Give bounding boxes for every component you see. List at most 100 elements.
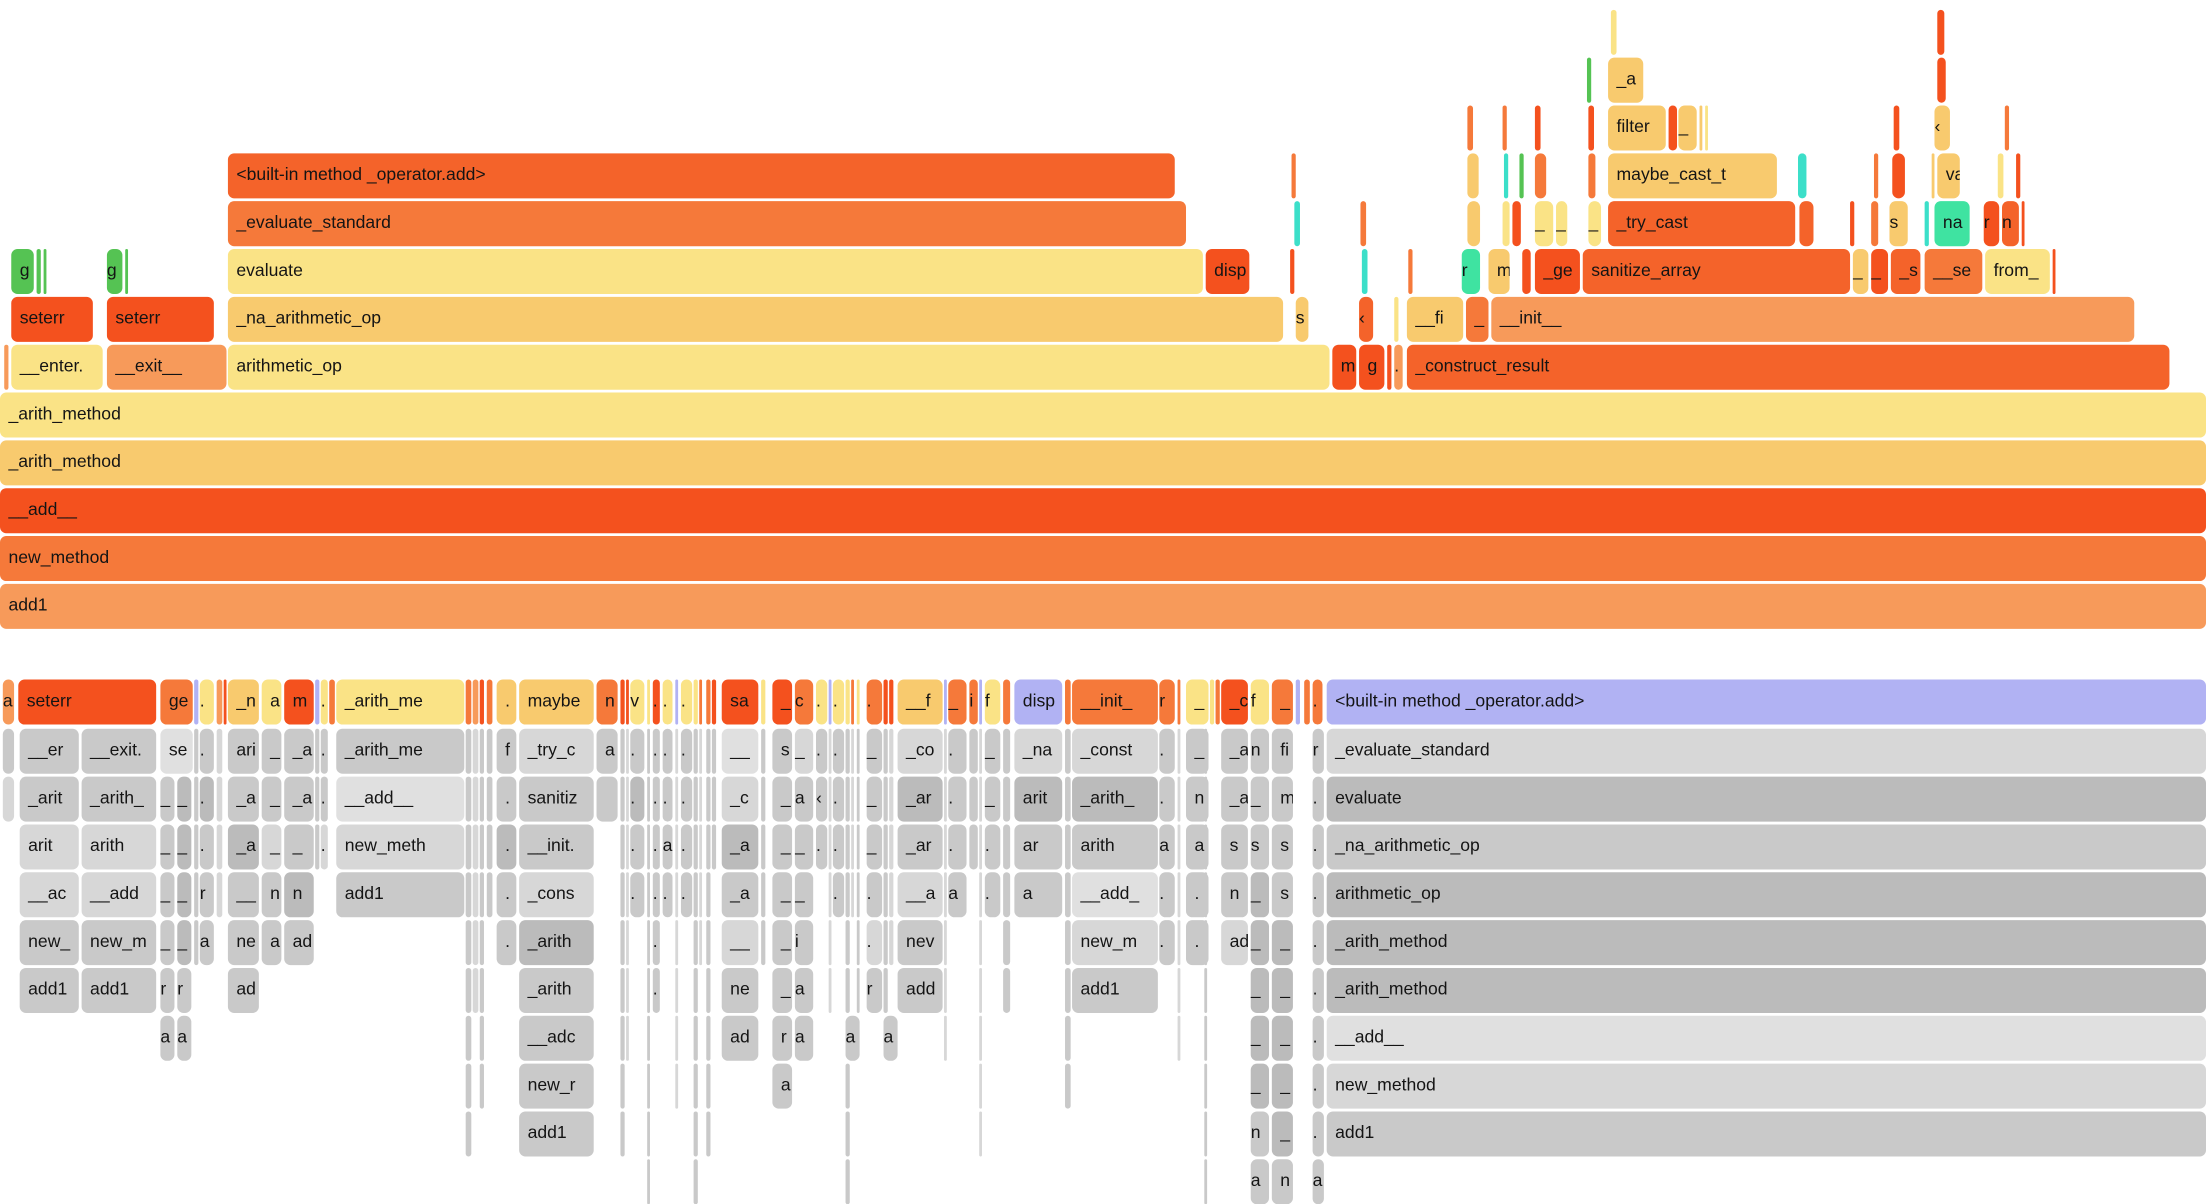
frame-block[interactable] (706, 824, 711, 870)
frame-block[interactable]: . (815, 679, 828, 725)
frame-block[interactable] (194, 919, 199, 965)
frame-block[interactable]: _ (261, 824, 282, 870)
frame-block[interactable]: r (1159, 679, 1175, 725)
frame-block[interactable] (194, 728, 199, 774)
frame-block[interactable] (1204, 1063, 1208, 1109)
frame-block[interactable] (479, 919, 484, 965)
frame-block[interactable] (620, 728, 625, 774)
frame-block[interactable]: . (496, 824, 517, 870)
frame-block[interactable]: __exit. (81, 728, 157, 774)
frame-block[interactable]: . (652, 919, 660, 965)
frame-block[interactable]: . (866, 919, 883, 965)
frame-block[interactable] (1534, 105, 1541, 151)
frame-block[interactable]: _s (1890, 248, 1921, 294)
frame-block[interactable]: a (177, 1015, 192, 1061)
frame-block[interactable] (969, 776, 978, 822)
frame-block[interactable]: a (794, 1015, 814, 1061)
frame-block[interactable]: ad (227, 967, 259, 1013)
frame-block[interactable] (465, 1111, 472, 1157)
frame-block[interactable]: a (596, 728, 618, 774)
frame-block[interactable]: . (832, 824, 845, 870)
frame-block[interactable]: . (652, 967, 660, 1013)
frame-block[interactable] (1467, 201, 1481, 247)
frame-block[interactable] (693, 824, 698, 870)
frame-block[interactable]: add1 (519, 1111, 594, 1157)
frame-block[interactable] (883, 679, 888, 725)
frame-block[interactable] (845, 824, 850, 870)
frame-block[interactable] (194, 871, 199, 917)
frame-block[interactable]: na (1934, 201, 1970, 247)
frame-block[interactable] (979, 1111, 983, 1157)
frame-block[interactable]: . (1159, 871, 1175, 917)
frame-block[interactable] (711, 824, 717, 870)
selected-frame-block[interactable]: disp (1014, 679, 1063, 725)
frame-block[interactable]: a (948, 871, 967, 917)
frame-block[interactable] (979, 776, 983, 822)
frame-block[interactable]: _ (1250, 919, 1270, 965)
frame-block[interactable] (1503, 153, 1509, 199)
frame-block[interactable]: _ (1250, 1015, 1270, 1061)
frame-block[interactable] (706, 728, 711, 774)
frame-block[interactable]: s (1250, 824, 1270, 870)
frame-block[interactable] (979, 1063, 983, 1109)
frame-block[interactable] (944, 728, 947, 774)
frame-block[interactable] (675, 1063, 679, 1109)
frame-block[interactable] (647, 1111, 650, 1157)
frame-block[interactable]: r (866, 967, 883, 1013)
frame-block[interactable]: s (1889, 201, 1908, 247)
frame-block[interactable] (1065, 824, 1071, 870)
frame-block[interactable]: add1 (1072, 967, 1158, 1013)
frame-block[interactable] (693, 728, 698, 774)
selected-frame-block[interactable] (979, 679, 983, 725)
frame-block[interactable] (1588, 105, 1595, 151)
frame-block[interactable]: add1 (336, 871, 465, 917)
frame-block[interactable]: . (652, 776, 660, 822)
frame-block[interactable]: _arith_me (336, 728, 465, 774)
frame-block[interactable] (465, 871, 472, 917)
frame-block[interactable] (706, 871, 711, 917)
frame-block[interactable]: ‹ (815, 776, 828, 822)
frame-block[interactable]: a (845, 1015, 860, 1061)
frame-block[interactable]: _construct_result (1406, 344, 2170, 390)
frame-block[interactable] (889, 776, 894, 822)
frame-block[interactable]: _evaluate_standard (227, 201, 1187, 247)
frame-block[interactable] (1177, 776, 1181, 822)
frame-block[interactable]: . (1159, 776, 1175, 822)
frame-block[interactable]: _ (772, 967, 793, 1013)
frame-block[interactable]: _ (1556, 201, 1568, 247)
frame-block[interactable]: s (1271, 824, 1293, 870)
frame-block[interactable]: . (815, 824, 828, 870)
frame-block[interactable]: r (772, 1015, 793, 1061)
frame-block[interactable]: maybe (519, 679, 594, 725)
frame-block[interactable] (465, 728, 472, 774)
frame-block[interactable]: . (496, 871, 517, 917)
frame-block[interactable] (479, 871, 484, 917)
frame-block[interactable] (626, 967, 629, 1013)
frame-block[interactable] (1699, 105, 1703, 151)
frame-block[interactable]: _ (160, 919, 175, 965)
frame-block[interactable] (856, 728, 860, 774)
frame-block[interactable] (828, 967, 832, 1013)
frame-block[interactable] (1003, 967, 1011, 1013)
frame-block[interactable] (1291, 153, 1296, 199)
frame-block[interactable] (1204, 1015, 1208, 1061)
frame-block[interactable]: _cons (519, 871, 594, 917)
frame-block[interactable]: _ (866, 824, 883, 870)
frame-block[interactable] (856, 871, 860, 917)
frame-block[interactable]: s (1221, 824, 1248, 870)
frame-block[interactable] (1003, 776, 1011, 822)
frame-block[interactable]: . (630, 728, 645, 774)
frame-block[interactable] (626, 776, 629, 822)
frame-block[interactable]: _a (721, 824, 759, 870)
frame-block[interactable] (1177, 919, 1181, 965)
frame-block[interactable]: sa (721, 679, 759, 725)
frame-block[interactable] (479, 728, 484, 774)
frame-block[interactable] (851, 776, 854, 822)
frame-block[interactable] (315, 776, 320, 822)
frame-block[interactable]: _ (1271, 967, 1293, 1013)
frame-block[interactable]: new_r (519, 1063, 594, 1109)
frame-block[interactable] (675, 871, 679, 917)
frame-block[interactable] (223, 679, 227, 725)
frame-block[interactable] (828, 824, 832, 870)
frame-block[interactable]: r (177, 967, 192, 1013)
